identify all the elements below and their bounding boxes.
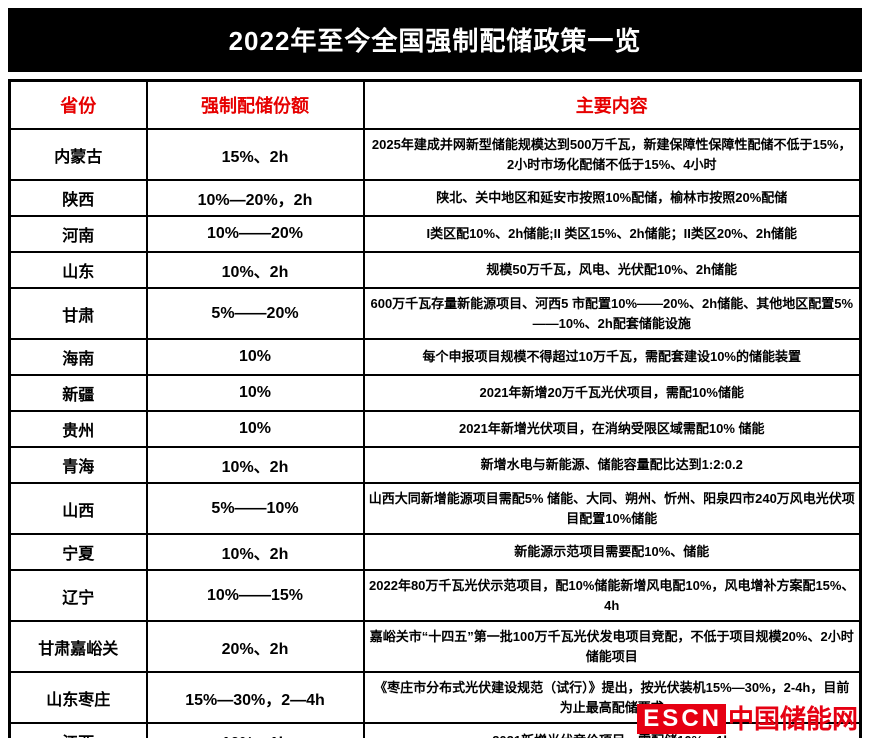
table-row: 青海 10%、2h 新增水电与新能源、储能容量配比达到1:2:0.2	[8, 446, 862, 484]
content-cell: 每个申报项目规模不得超过10万千瓦，需配套建设10%的储能装置	[362, 338, 862, 376]
table-row: 山西 5%——10% 山西大同新增能源项目需配5% 储能、大同、朔州、忻州、阳泉…	[8, 482, 862, 535]
province-cell: 甘肃嘉峪关	[8, 620, 148, 673]
province-cell: 山西	[8, 482, 148, 535]
content-cell: I类区配10%、2h储能;II 类区15%、2h储能；II类区20%、2h储能	[362, 215, 862, 253]
table-row: 海南 10% 每个申报项目规模不得超过10万千瓦，需配套建设10%的储能装置	[8, 338, 862, 376]
content-cell: 2021年新增光伏项目，在消纳受限区域需配10% 储能	[362, 410, 862, 448]
content-cell: 《枣庄市分布式光伏建设规范（试行）》提出，按光伏装机15%—30%，2-4h，目…	[362, 671, 862, 724]
content-cell: 山西大同新增能源项目需配5% 储能、大同、朔州、忻州、阳泉四市240万风电光伏项…	[362, 482, 862, 535]
share-cell: 5%——20%	[145, 287, 365, 340]
table-row: 甘肃嘉峪关 20%、2h 嘉峪关市“十四五”第一批100万千瓦光伏发电项目竞配，…	[8, 620, 862, 673]
share-cell: 10%，1h	[145, 722, 365, 738]
content-cell: 新增水电与新能源、储能容量配比达到1:2:0.2	[362, 446, 862, 484]
col-header-share: 强制配储份额	[145, 79, 365, 130]
province-cell: 甘肃	[8, 287, 148, 340]
table-row: 山东枣庄 15%—30%，2—4h 《枣庄市分布式光伏建设规范（试行）》提出，按…	[8, 671, 862, 724]
content-cell: 600万千瓦存量新能源项目、河西5 市配置10%——20%、2h储能、其他地区配…	[362, 287, 862, 340]
page-title: 2022年至今全国强制配储政策一览	[8, 8, 862, 72]
table-row: 山东 10%、2h 规模50万千瓦，风电、光伏配10%、2h储能	[8, 251, 862, 289]
content-cell: 2021新增光伏竞价项目，需配储10%、1h	[362, 722, 862, 738]
share-cell: 10%、2h	[145, 251, 365, 289]
share-cell: 10%、2h	[145, 533, 365, 571]
province-cell: 海南	[8, 338, 148, 376]
policy-table: 省份 强制配储份额 主要内容 内蒙古 15%、2h 2025年建成并网新型储能规…	[8, 79, 862, 738]
share-cell: 10%—20%，2h	[145, 179, 365, 217]
province-cell: 宁夏	[8, 533, 148, 571]
province-cell: 河南	[8, 215, 148, 253]
escn-site-name: 中国储能网	[727, 704, 858, 734]
escn-watermark: ESCN 中国储能网	[637, 704, 858, 734]
share-cell: 10%、2h	[145, 446, 365, 484]
content-cell: 2021年新增20万千瓦光伏项目，需配10%储能	[362, 374, 862, 412]
content-cell: 嘉峪关市“十四五”第一批100万千瓦光伏发电项目竞配，不低于项目规模20%、2小…	[362, 620, 862, 673]
province-cell: 山东	[8, 251, 148, 289]
province-cell: 新疆	[8, 374, 148, 412]
table-row: 陕西 10%—20%，2h 陕北、关中地区和延安市按照10%配储，榆林市按照20…	[8, 179, 862, 217]
share-cell: 5%——10%	[145, 482, 365, 535]
province-cell: 陕西	[8, 179, 148, 217]
table-row: 宁夏 10%、2h 新能源示范项目需要配10%、储能	[8, 533, 862, 571]
table-row: 贵州 10% 2021年新增光伏项目，在消纳受限区域需配10% 储能	[8, 410, 862, 448]
content-cell: 规模50万千瓦，风电、光伏配10%、2h储能	[362, 251, 862, 289]
share-cell: 10%——20%	[145, 215, 365, 253]
content-cell: 新能源示范项目需要配10%、储能	[362, 533, 862, 571]
province-cell: 内蒙古	[8, 128, 148, 181]
province-cell: 山东枣庄	[8, 671, 148, 724]
content-cell: 2022年80万千瓦光伏示范项目，配10%储能新增风电配10%，风电增补方案配1…	[362, 569, 862, 622]
share-cell: 20%、2h	[145, 620, 365, 673]
header-row: 省份 强制配储份额 主要内容	[8, 79, 862, 130]
share-cell: 10%——15%	[145, 569, 365, 622]
col-header-content: 主要内容	[362, 79, 862, 130]
content-cell: 陕北、关中地区和延安市按照10%配储，榆林市按照20%配储	[362, 179, 862, 217]
table-row: 江西 10%，1h 2021新增光伏竞价项目，需配储10%、1h	[8, 722, 862, 738]
share-cell: 15%—30%，2—4h	[145, 671, 365, 724]
share-cell: 10%	[145, 374, 365, 412]
province-cell: 江西	[8, 722, 148, 738]
table-row: 甘肃 5%——20% 600万千瓦存量新能源项目、河西5 市配置10%——20%…	[8, 287, 862, 340]
escn-logo: ESCN	[637, 704, 726, 734]
table-row: 辽宁 10%——15% 2022年80万千瓦光伏示范项目，配10%储能新增风电配…	[8, 569, 862, 622]
share-cell: 10%	[145, 338, 365, 376]
province-cell: 青海	[8, 446, 148, 484]
table-row: 新疆 10% 2021年新增20万千瓦光伏项目，需配10%储能	[8, 374, 862, 412]
col-header-province: 省份	[8, 79, 148, 130]
province-cell: 辽宁	[8, 569, 148, 622]
province-cell: 贵州	[8, 410, 148, 448]
content-cell: 2025年建成并网新型储能规模达到500万千瓦，新建保障性保障性配储不低于15%…	[362, 128, 862, 181]
share-cell: 15%、2h	[145, 128, 365, 181]
share-cell: 10%	[145, 410, 365, 448]
table-row: 河南 10%——20% I类区配10%、2h储能;II 类区15%、2h储能；I…	[8, 215, 862, 253]
table-row: 内蒙古 15%、2h 2025年建成并网新型储能规模达到500万千瓦，新建保障性…	[8, 128, 862, 181]
